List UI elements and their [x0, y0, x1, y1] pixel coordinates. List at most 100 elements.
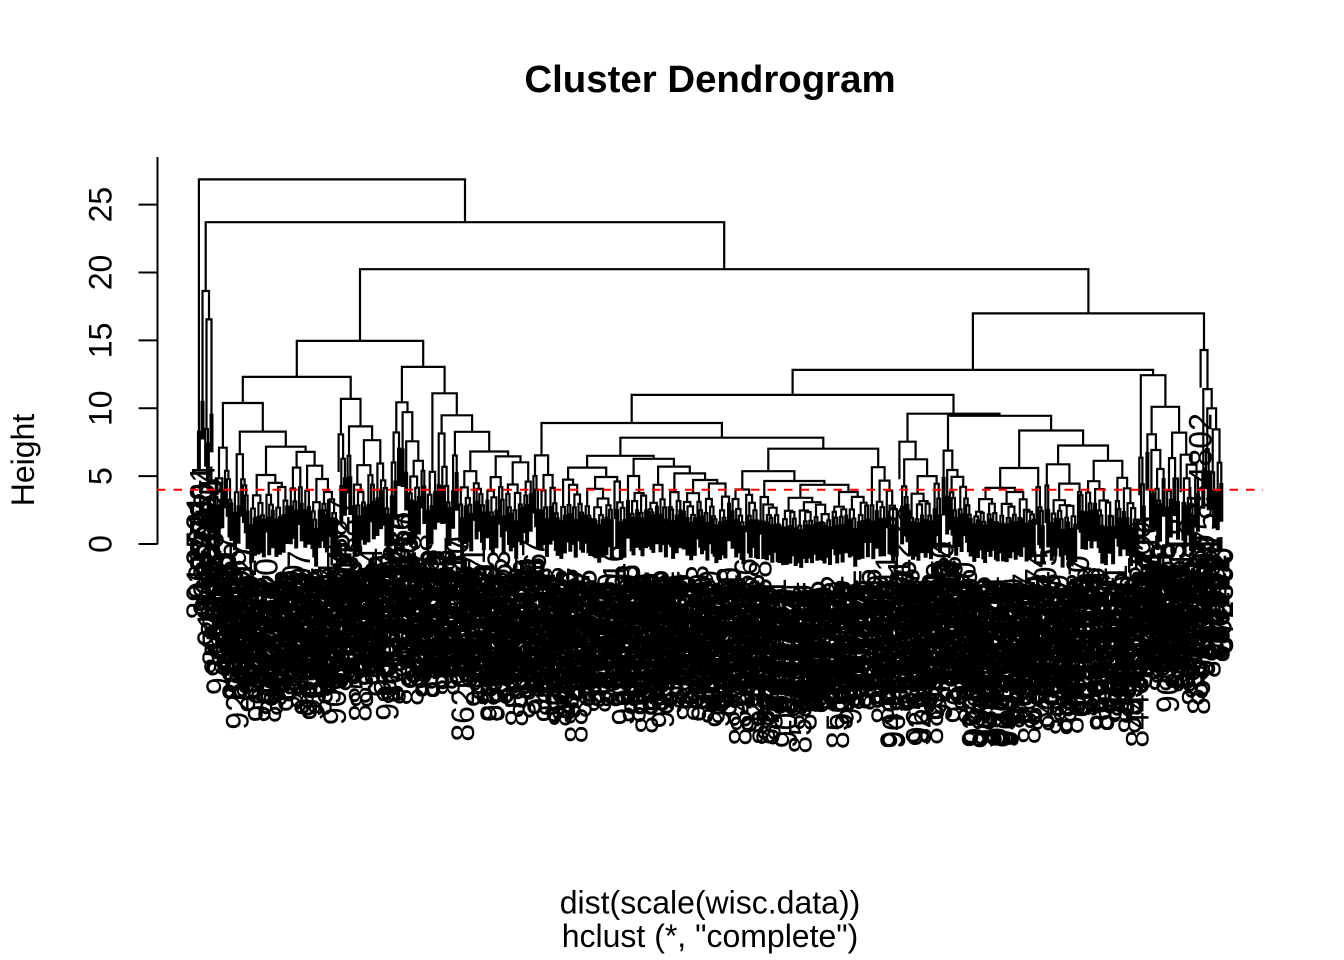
svg-text:8517336: 8517336: [286, 573, 322, 698]
svg-text:88170529: 88170529: [1103, 582, 1139, 724]
svg-text:84957093: 84957093: [1026, 590, 1062, 732]
svg-text:8472211: 8472211: [245, 583, 281, 705]
svg-text:843118: 843118: [1163, 518, 1199, 622]
svg-text:926930726: 926930726: [986, 587, 1022, 747]
svg-text:862001419: 862001419: [445, 582, 481, 742]
svg-text:883314: 883314: [1051, 586, 1087, 693]
svg-text:879647: 879647: [561, 567, 597, 674]
svg-text:850179: 850179: [308, 578, 344, 685]
svg-text:9136532: 9136532: [422, 548, 458, 673]
svg-text:9011775: 9011775: [930, 560, 966, 682]
svg-text:92834674: 92834674: [1019, 550, 1055, 692]
svg-text:Cluster Dendrogram: Cluster Dendrogram: [524, 58, 895, 101]
svg-text:8818849: 8818849: [221, 569, 257, 694]
svg-text:869328: 869328: [1125, 570, 1161, 677]
svg-text:905251: 905251: [936, 574, 972, 681]
svg-text:8616583: 8616583: [1074, 574, 1110, 699]
svg-text:92063552: 92063552: [921, 578, 957, 720]
svg-text:917722: 917722: [784, 594, 820, 701]
svg-text:85312078: 85312078: [753, 588, 789, 730]
svg-text:8922483: 8922483: [817, 581, 853, 706]
svg-text:9011087: 9011087: [564, 578, 600, 700]
svg-text:929282: 929282: [348, 570, 384, 677]
svg-text:924930: 924930: [240, 580, 276, 687]
svg-text:917694: 917694: [263, 580, 299, 687]
svg-text:853088: 853088: [458, 565, 494, 672]
svg-text:8949697: 8949697: [324, 549, 360, 674]
svg-text:847414: 847414: [1118, 588, 1154, 695]
svg-text:908322: 908322: [1141, 567, 1177, 674]
svg-text:907612: 907612: [815, 575, 851, 682]
svg-text:929207115: 929207115: [979, 587, 1015, 745]
svg-text:9108109: 9108109: [663, 574, 699, 699]
svg-text:908466: 908466: [1202, 547, 1238, 654]
svg-text:878496: 878496: [299, 592, 335, 699]
svg-text:89277635: 89277635: [638, 570, 674, 712]
svg-text:9117465: 9117465: [835, 582, 871, 704]
svg-text:8990741: 8990741: [858, 574, 894, 699]
svg-text:8899392: 8899392: [622, 576, 658, 701]
svg-text:853468: 853468: [624, 582, 660, 689]
svg-text:89754751: 89754751: [1179, 557, 1215, 699]
svg-text:904660: 904660: [573, 582, 609, 689]
svg-text:8576520: 8576520: [894, 585, 930, 710]
svg-text:879859: 879859: [373, 560, 409, 667]
svg-text:8889225: 8889225: [1056, 588, 1092, 713]
svg-text:9088651: 9088651: [1193, 536, 1229, 661]
svg-text:88775584: 88775584: [252, 581, 288, 723]
svg-text:89238180: 89238180: [885, 570, 921, 712]
svg-text:8789522: 8789522: [1022, 574, 1058, 699]
svg-text:8851351: 8851351: [669, 581, 705, 706]
svg-text:925448265: 925448265: [901, 586, 937, 746]
svg-text:892675: 892675: [790, 589, 826, 696]
svg-text:900696: 900696: [454, 577, 490, 684]
svg-text:906489: 906489: [1174, 581, 1210, 688]
svg-text:92219081: 92219081: [456, 547, 492, 689]
svg-text:8735195: 8735195: [717, 583, 753, 708]
svg-text:926828: 926828: [647, 583, 683, 690]
svg-text:9097122: 9097122: [826, 588, 862, 713]
svg-text:910788: 910788: [1024, 590, 1060, 697]
svg-text:87046913: 87046913: [627, 574, 663, 716]
svg-text:88814972: 88814972: [342, 580, 378, 722]
svg-text:92159336: 92159336: [1184, 534, 1220, 676]
svg-text:8513262: 8513262: [409, 574, 445, 699]
svg-text:8981113: 8981113: [878, 582, 914, 702]
svg-text:9293120: 9293120: [249, 558, 285, 683]
svg-text:8935600: 8935600: [804, 586, 840, 711]
svg-text:87479002: 87479002: [254, 574, 290, 716]
svg-text:925926: 925926: [575, 582, 611, 689]
svg-text:90508954: 90508954: [512, 557, 548, 699]
svg-text:874151: 874151: [467, 576, 503, 683]
svg-text:91148238: 91148238: [530, 583, 566, 723]
svg-text:920982: 920982: [1190, 536, 1226, 643]
svg-text:8782241: 8782241: [429, 566, 465, 691]
svg-text:8652900: 8652900: [1143, 567, 1179, 692]
svg-text:8808426: 8808426: [890, 568, 926, 693]
svg-text:8912821: 8912821: [809, 584, 845, 709]
svg-text:897281: 897281: [1078, 567, 1114, 674]
svg-text:8981417: 8981417: [854, 585, 890, 710]
svg-text:921852: 921852: [654, 585, 690, 692]
svg-text:8832125: 8832125: [950, 578, 986, 703]
svg-text:9273781: 9273781: [434, 554, 470, 679]
svg-text:913766: 913766: [1076, 567, 1112, 674]
svg-text:903334: 903334: [799, 586, 835, 693]
svg-text:86823890: 86823890: [696, 582, 732, 724]
svg-text:873133: 873133: [849, 583, 885, 690]
svg-text:881836: 881836: [999, 585, 1035, 692]
svg-text:8773740: 8773740: [946, 562, 982, 687]
svg-text:8873308: 8873308: [1175, 581, 1211, 706]
svg-text:90610620: 90610620: [961, 584, 997, 726]
svg-text:915298: 915298: [205, 554, 241, 661]
svg-text:856287977: 856287977: [820, 589, 856, 749]
svg-text:857527: 857527: [321, 498, 357, 605]
svg-text:919530: 919530: [478, 574, 514, 681]
svg-text:881943: 881943: [544, 585, 580, 692]
svg-text:922060348: 922060348: [220, 569, 256, 729]
svg-text:906744: 906744: [771, 589, 807, 696]
svg-text:8767700: 8767700: [755, 588, 791, 713]
svg-text:89614784: 89614784: [546, 579, 582, 721]
svg-text:920270: 920270: [739, 585, 775, 692]
svg-text:8484432: 8484432: [490, 570, 526, 695]
